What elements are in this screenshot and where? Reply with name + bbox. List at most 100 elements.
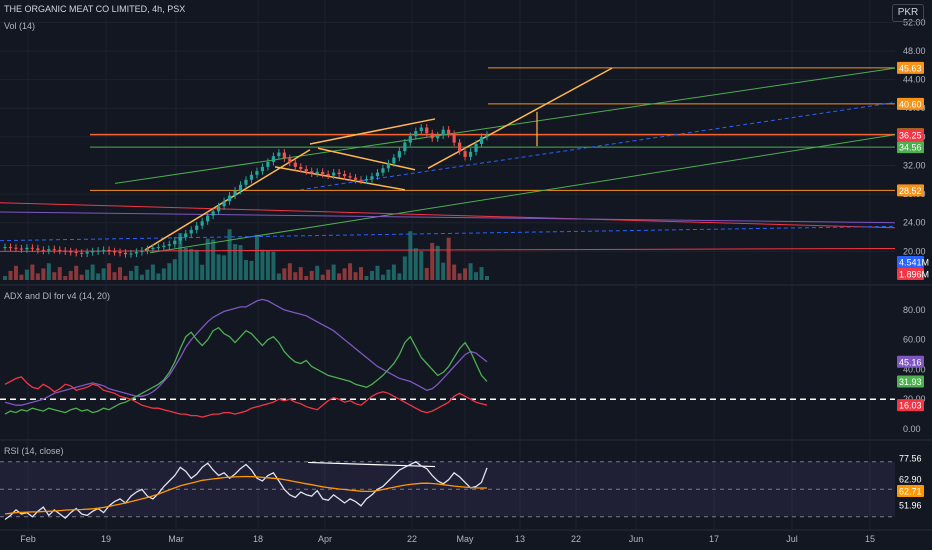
candle-body	[332, 172, 336, 176]
candle-body	[30, 247, 34, 249]
candle-body	[200, 221, 204, 226]
candle-body	[315, 171, 319, 174]
volume-bar	[128, 270, 133, 280]
candle-body	[134, 252, 139, 254]
pattern-line	[144, 149, 311, 251]
adx-series-line	[4, 298, 488, 406]
y-tick-label: 20.00	[903, 246, 926, 256]
candle-body	[392, 157, 396, 164]
candle-body	[123, 252, 128, 255]
volume-label-bg	[897, 256, 924, 268]
rsi-ma-label-bg	[897, 473, 924, 485]
volume-indicator-label: Vol (14)	[4, 21, 36, 31]
x-tick-label: 19	[101, 534, 111, 544]
trend-line-dashed	[0, 225, 896, 242]
volume-bar	[52, 272, 57, 280]
candle-body	[260, 166, 265, 172]
volume-bar	[183, 248, 188, 280]
candle-body	[249, 174, 254, 180]
candle-body	[101, 249, 106, 251]
volume-bar	[408, 231, 413, 280]
candle-body	[468, 151, 473, 157]
trend-line	[0, 202, 896, 229]
candle-body	[36, 248, 40, 250]
volume-bar	[216, 254, 221, 280]
x-tick-label: May	[456, 534, 474, 544]
candle-body	[304, 169, 308, 172]
candle-body	[436, 135, 440, 139]
volume-bar	[380, 274, 385, 280]
volume-bar	[63, 276, 68, 280]
candle-body	[381, 168, 385, 173]
volume-bar	[326, 269, 331, 280]
trend-line	[0, 248, 896, 252]
x-tick-label: 17	[709, 534, 719, 544]
pattern-line	[274, 166, 406, 191]
volume-bar	[46, 263, 51, 280]
candle-body	[364, 179, 369, 181]
rsi-extra-label: 51.96	[899, 501, 922, 511]
volume-bar	[178, 233, 183, 280]
candle-body	[463, 151, 467, 157]
candle-body	[19, 248, 24, 250]
candle-body	[96, 250, 100, 252]
candle-body	[370, 176, 374, 180]
volume-label: 4.541M	[899, 258, 929, 268]
volume-bar	[238, 245, 243, 280]
volume-bar	[353, 272, 358, 280]
candle-body	[227, 195, 232, 202]
candle-body	[140, 250, 144, 253]
candle-body	[112, 251, 117, 253]
volume-bar	[249, 260, 254, 280]
volume-bar	[222, 255, 227, 280]
volume-bar	[118, 267, 123, 280]
y-tick-label: 80.00	[903, 305, 926, 315]
volume-bar	[397, 273, 402, 280]
volume-bar	[309, 270, 314, 280]
y-tick-label: 0.00	[903, 424, 921, 434]
volume-bar	[19, 274, 24, 280]
volume-bar	[85, 269, 90, 280]
volume-bar	[485, 276, 489, 280]
candle-body	[458, 142, 462, 152]
candle-body	[3, 247, 7, 249]
currency-button[interactable]: PKR	[892, 4, 924, 22]
volume-bar	[348, 263, 353, 280]
price-level-label-bg	[897, 184, 924, 197]
candle-body	[359, 179, 363, 181]
volume-bar	[342, 268, 347, 280]
candle-body	[145, 249, 150, 251]
candle-body	[441, 129, 445, 136]
candle-body	[414, 131, 418, 137]
price-level-label: 28.52	[899, 186, 922, 196]
volume-bar	[107, 263, 112, 280]
candle-body	[321, 171, 325, 175]
candle-body	[8, 247, 13, 249]
adx-value-label: 45.16	[899, 357, 922, 367]
x-tick-label: 22	[571, 534, 581, 544]
rsi-value-label: 77.56	[899, 454, 922, 464]
candle-body	[326, 174, 330, 176]
candle-body	[58, 249, 62, 251]
volume-bar	[265, 250, 270, 280]
candle-body	[403, 142, 407, 152]
x-tick-label: Apr	[318, 534, 332, 544]
volume-bar	[145, 269, 150, 280]
adx-value-label-bg	[897, 355, 924, 368]
volume-bar	[413, 248, 418, 280]
y-tick-label: 40.00	[903, 364, 926, 374]
candle-body	[85, 252, 89, 254]
volume-bar	[479, 267, 484, 280]
candle-body	[47, 249, 51, 251]
volume-bar	[271, 251, 276, 280]
volume-bar	[96, 273, 101, 280]
volume-bar	[287, 263, 292, 280]
candle-body	[271, 156, 275, 162]
volume-bar	[134, 265, 139, 280]
volume-bar	[200, 264, 205, 280]
candle-body	[238, 184, 243, 191]
volume-bar	[13, 265, 18, 280]
rsi-extra-label: 62.71	[899, 487, 922, 497]
volume-bar	[375, 265, 380, 280]
